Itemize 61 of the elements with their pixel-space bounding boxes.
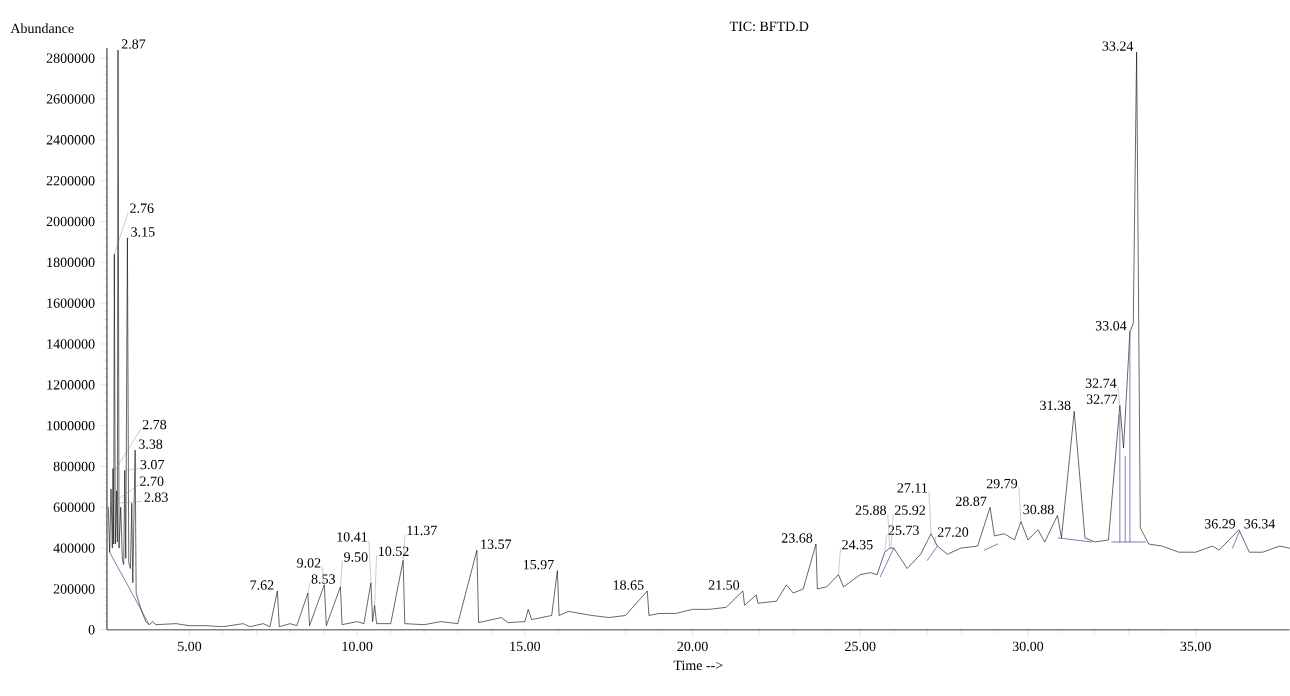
y-tick-label: 2200000 xyxy=(46,176,95,186)
annotation: 33.24 xyxy=(1102,41,1134,51)
y-tick-label: 800000 xyxy=(53,461,95,472)
y-tick-label: 1800000 xyxy=(47,257,95,268)
annotation: 2.76 xyxy=(130,203,154,214)
annotation: 29.79 xyxy=(986,479,1018,489)
annotation: 3.15 xyxy=(131,227,155,237)
annotation: 7.62 xyxy=(250,580,274,590)
annotation: 23.68 xyxy=(781,533,813,543)
y-tick-label: 400000 xyxy=(53,543,95,553)
y-tick-label: 1600000 xyxy=(47,298,95,308)
annotation: 32.74 xyxy=(1085,378,1117,389)
annotation: 27.11 xyxy=(897,483,927,493)
annotation: 11.37 xyxy=(407,525,437,536)
annotation: 32.77 xyxy=(1086,394,1118,405)
y-tick-label: 1200000 xyxy=(47,380,95,390)
annotation: 9.50 xyxy=(344,552,368,562)
x-tick-label: 10.00 xyxy=(342,641,373,652)
annotation: 2.83 xyxy=(144,492,168,503)
annotation: 31.38 xyxy=(1040,400,1071,411)
y-tick-label: 0 xyxy=(88,625,95,635)
annotation: 21.50 xyxy=(708,580,740,590)
annotation: 2.70 xyxy=(140,476,164,487)
chart-title: TIC: BFTD.D xyxy=(729,21,809,32)
annotation: 2.87 xyxy=(121,39,146,49)
annotation: 3.38 xyxy=(139,439,163,450)
annotation: 27.20 xyxy=(937,527,969,538)
x-tick-label: 25.00 xyxy=(845,641,876,652)
y-tick-label: 2600000 xyxy=(46,94,95,104)
annotation: 28.87 xyxy=(955,496,987,507)
x-axis-title: Time --> xyxy=(673,660,723,671)
x-tick-label: 20.00 xyxy=(677,641,708,652)
y-tick-label: 2000000 xyxy=(46,216,95,227)
x-tick-label: 35.00 xyxy=(1180,641,1211,652)
annotation: 3.07 xyxy=(140,459,165,470)
x-tick-label: 5.00 xyxy=(178,641,202,652)
annotation: 2.78 xyxy=(142,419,167,430)
annotation: 36.29 xyxy=(1204,519,1236,529)
annotation: 25.92 xyxy=(894,505,926,516)
annotation: 9.02 xyxy=(297,558,321,568)
y-tick-label: 1000000 xyxy=(47,421,95,431)
x-tick-label: 15.00 xyxy=(510,641,541,652)
y-tick-label: 600000 xyxy=(53,502,95,513)
y-tick-label: 1400000 xyxy=(47,339,95,349)
y-axis-title: Abundance xyxy=(10,23,74,34)
annotation: 25.73 xyxy=(888,525,919,536)
x-tick-label: 30.00 xyxy=(1012,641,1044,652)
annotation: 10.52 xyxy=(379,546,409,557)
annotation: 10.41 xyxy=(337,532,367,542)
y-tick-label: 2800000 xyxy=(46,53,95,64)
annotation: 25.88 xyxy=(855,505,887,516)
annotation: 36.34 xyxy=(1244,519,1276,529)
annotation: 33.04 xyxy=(1095,321,1127,331)
y-tick-label: 200000 xyxy=(53,584,95,594)
annotation: 13.57 xyxy=(481,539,512,550)
y-tick-label: 2400000 xyxy=(46,135,95,145)
annotation: 30.88 xyxy=(1023,504,1054,515)
annotation: 24.35 xyxy=(842,540,873,550)
annotation: 15.97 xyxy=(523,560,554,570)
annotation: 8.53 xyxy=(311,574,336,584)
annotation: 18.65 xyxy=(613,580,644,590)
